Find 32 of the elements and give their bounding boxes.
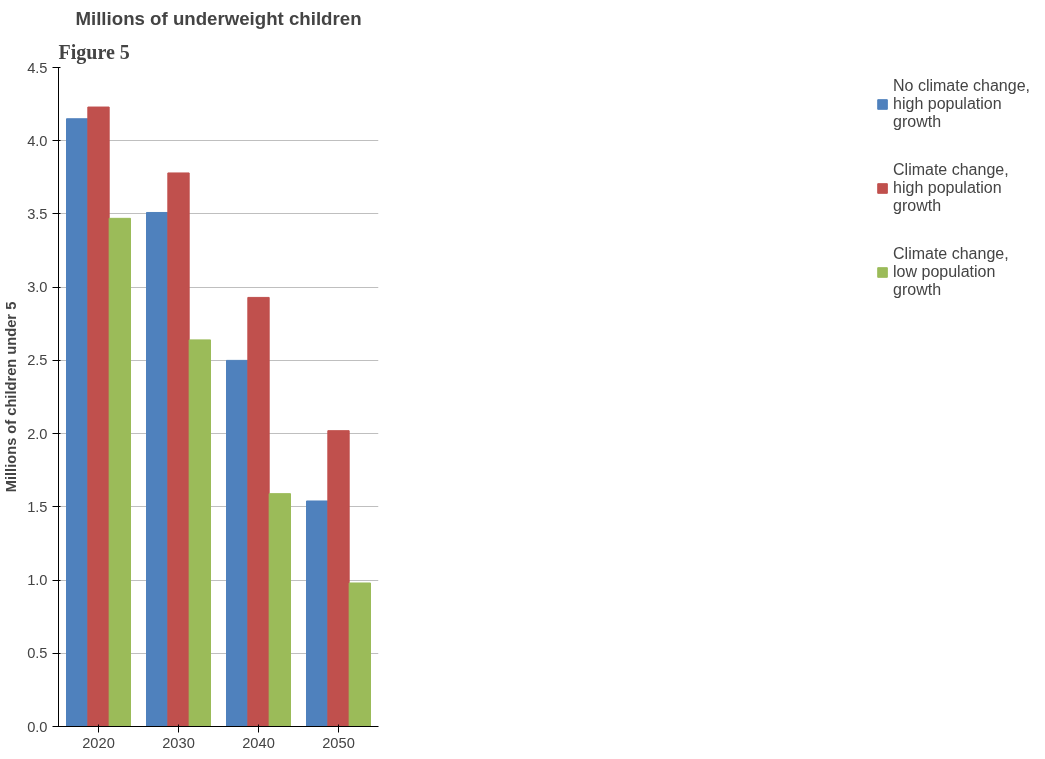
bar <box>146 211 169 727</box>
y-tick-label: 1.0 <box>27 572 48 589</box>
bar <box>87 106 110 727</box>
legend-label: No climate change, high population growth <box>893 77 1030 131</box>
x-tick-label: 2040 <box>242 734 275 751</box>
x-tick-label: 2030 <box>162 734 195 751</box>
bar <box>226 359 249 727</box>
bar <box>348 582 371 727</box>
y-tick-label: 4.5 <box>27 59 48 76</box>
y-tick-label: 2.0 <box>27 425 48 442</box>
bar <box>108 217 131 727</box>
caption: Figure 5 <box>58 40 130 64</box>
bar <box>66 118 89 727</box>
bar <box>306 500 329 727</box>
y-tick-label: 3.5 <box>27 205 48 222</box>
legend-label: Climate change, high population growth <box>893 161 1009 215</box>
y-tick-label: 4.0 <box>27 132 48 149</box>
bar <box>188 339 211 727</box>
bar <box>268 493 291 727</box>
chart-title: Millions of underweight children <box>75 7 362 29</box>
y-tick-label: 1.5 <box>27 498 48 515</box>
x-tick-label: 2050 <box>322 734 355 751</box>
y-tick-label: 2.5 <box>27 352 48 369</box>
bar <box>327 430 350 727</box>
y-tick-label: 0.5 <box>27 645 48 662</box>
y-axis-title: Millions of children under 5 <box>3 301 20 493</box>
y-tick-label: 0.0 <box>27 718 48 735</box>
bar <box>167 172 190 727</box>
legend-label: Climate change, low population growth <box>893 245 1009 299</box>
y-tick-label: 3.0 <box>27 279 48 296</box>
x-tick-label: 2020 <box>82 734 115 751</box>
bar <box>247 296 270 727</box>
